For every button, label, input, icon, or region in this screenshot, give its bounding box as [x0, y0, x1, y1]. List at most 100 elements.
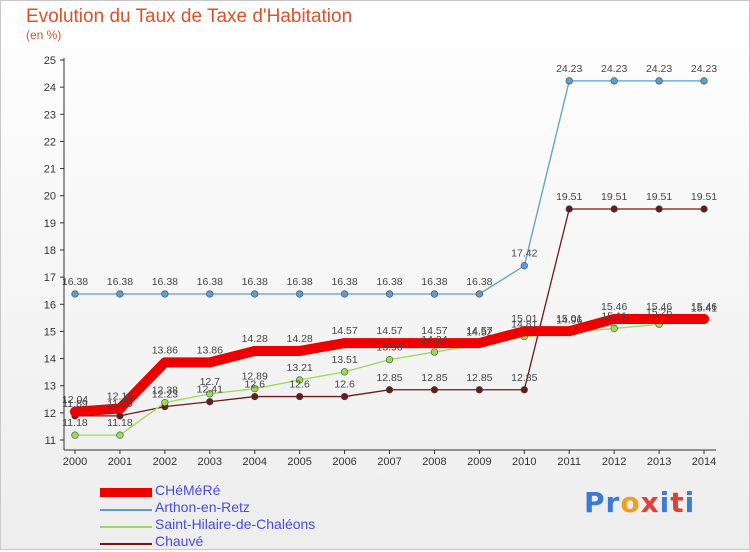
data-point-chemere [384, 338, 395, 349]
y-tick-label: 11 [45, 435, 56, 447]
data-point-arthon-en-retz [475, 290, 483, 298]
data-label-arthon-en-retz: 16.38 [466, 276, 492, 288]
legend-label: Saint-Hilaire-de-Chaléons [155, 516, 316, 532]
data-label-arthon-en-retz: 24.23 [646, 63, 672, 75]
data-point-saint-hilaire [71, 431, 79, 439]
legend-swatch-chemere [100, 488, 152, 497]
data-point-saint-hilaire [251, 385, 259, 393]
data-point-chemere [429, 338, 440, 349]
x-tick-label: 2005 [287, 456, 311, 468]
logo-letter: x [640, 486, 660, 519]
data-label-chemere: 12.04 [62, 394, 88, 406]
data-label-saint-hilaire: 13.51 [331, 354, 357, 366]
data-point-saint-hilaire [610, 324, 618, 333]
data-label-chauve: 11.89 [62, 398, 88, 410]
data-point-chemere [70, 406, 80, 417]
legend-label: Arthon-en-Retz [155, 499, 250, 515]
data-point-chauve [430, 386, 439, 394]
data-label-chauve: 12.23 [152, 389, 178, 401]
y-tick-label: 15 [44, 326, 56, 338]
data-point-chauve [385, 386, 394, 394]
data-label-chauve: 19.51 [601, 191, 627, 203]
data-label-saint-hilaire: 12.89 [242, 371, 268, 383]
data-point-chemere [564, 326, 575, 337]
data-point-chemere [699, 313, 710, 324]
data-point-saint-hilaire [206, 390, 214, 398]
y-tick-label: 20 [44, 191, 56, 203]
data-label-chauve: 12.85 [421, 372, 447, 384]
data-label-chemere: 15.46 [601, 301, 627, 313]
data-label-arthon-en-retz: 24.23 [601, 63, 627, 75]
data-point-arthon-en-retz [385, 290, 394, 298]
y-tick-label: 13 [44, 381, 56, 393]
data-label-chemere: 12.16 [107, 391, 133, 403]
data-point-arthon-en-retz [161, 290, 169, 298]
data-point-chauve [565, 205, 573, 213]
data-point-chemere [114, 403, 125, 414]
legend-swatch-chauve [100, 543, 152, 545]
data-label-arthon-en-retz: 24.23 [556, 63, 582, 75]
y-tick-label: 12 [44, 408, 56, 420]
y-tick-label: 23 [44, 109, 56, 121]
x-tick-label: 2012 [602, 456, 626, 468]
logo-letter: i [659, 486, 671, 519]
y-tick-label: 17 [44, 272, 56, 284]
series-line-arthon-en-retz [74, 80, 705, 295]
data-point-chauve [700, 205, 708, 213]
data-label-saint-hilaire: 13.96 [376, 342, 402, 354]
data-point-chemere [474, 338, 485, 349]
data-label-arthon-en-retz: 16.38 [62, 276, 88, 288]
data-label-chauve: 12.6 [245, 379, 266, 391]
chart-title: Evolution du Taux de Taxe d'Habitation [26, 6, 353, 27]
data-point-chauve [296, 392, 304, 401]
data-point-chemere [609, 313, 620, 324]
data-label-arthon-en-retz: 16.38 [242, 276, 268, 288]
x-tick-label: 2002 [153, 456, 177, 468]
data-point-chauve [475, 386, 483, 394]
x-tick-label: 2013 [647, 456, 671, 468]
data-label-saint-hilaire: 13.21 [287, 362, 313, 374]
data-label-arthon-en-retz: 16.38 [107, 276, 133, 288]
data-point-saint-hilaire [340, 368, 349, 376]
data-label-saint-hilaire: 14.81 [511, 319, 537, 331]
data-point-chauve [520, 386, 528, 394]
data-label-chauve: 12.6 [334, 379, 355, 391]
data-label-chemere: 14.28 [287, 333, 313, 345]
data-label-arthon-en-retz: 16.38 [331, 276, 357, 288]
data-label-arthon-en-retz: 24.23 [691, 63, 717, 75]
data-label-chauve: 19.51 [556, 191, 582, 203]
data-label-chauve: 19.51 [646, 191, 672, 203]
data-point-arthon-en-retz [340, 290, 349, 298]
data-label-chauve: 11.89 [107, 398, 133, 410]
data-label-chemere: 14.28 [242, 333, 268, 345]
data-label-arthon-en-retz: 16.38 [152, 276, 178, 288]
data-point-arthon-en-retz [296, 290, 304, 298]
data-point-chauve [655, 205, 663, 213]
data-point-chauve [340, 392, 349, 401]
x-tick-label: 2007 [377, 456, 401, 468]
legend-swatch-saint-hilaire [100, 526, 152, 528]
legend-label: CHéMéRé [155, 482, 221, 498]
proxiti-logo: Proxiti [584, 486, 695, 519]
data-label-saint-hilaire: 14.24 [421, 334, 447, 346]
data-label-arthon-en-retz: 16.38 [376, 276, 402, 288]
x-tick-label: 2008 [422, 456, 446, 468]
x-tick-label: 2003 [198, 456, 222, 468]
data-label-arthon-en-retz: 16.38 [421, 276, 447, 288]
x-tick-label: 2000 [63, 456, 87, 468]
data-label-saint-hilaire: 15.11 [601, 310, 627, 322]
data-label-chemere: 14.57 [376, 325, 402, 337]
y-tick-label: 14 [44, 354, 56, 366]
data-label-saint-hilaire: 11.18 [62, 417, 88, 429]
data-label-chemere: 15.46 [691, 301, 717, 313]
data-point-arthon-en-retz [116, 290, 124, 298]
x-tick-label: 2014 [692, 456, 716, 468]
data-point-chauve [206, 398, 214, 406]
data-label-chauve: 12.85 [376, 372, 402, 384]
data-point-saint-hilaire [430, 348, 439, 356]
data-label-chemere: 14.57 [421, 325, 447, 337]
logo-letter: i [684, 486, 696, 519]
logo-letter: r [605, 486, 621, 519]
data-label-chauve: 19.51 [691, 191, 717, 203]
